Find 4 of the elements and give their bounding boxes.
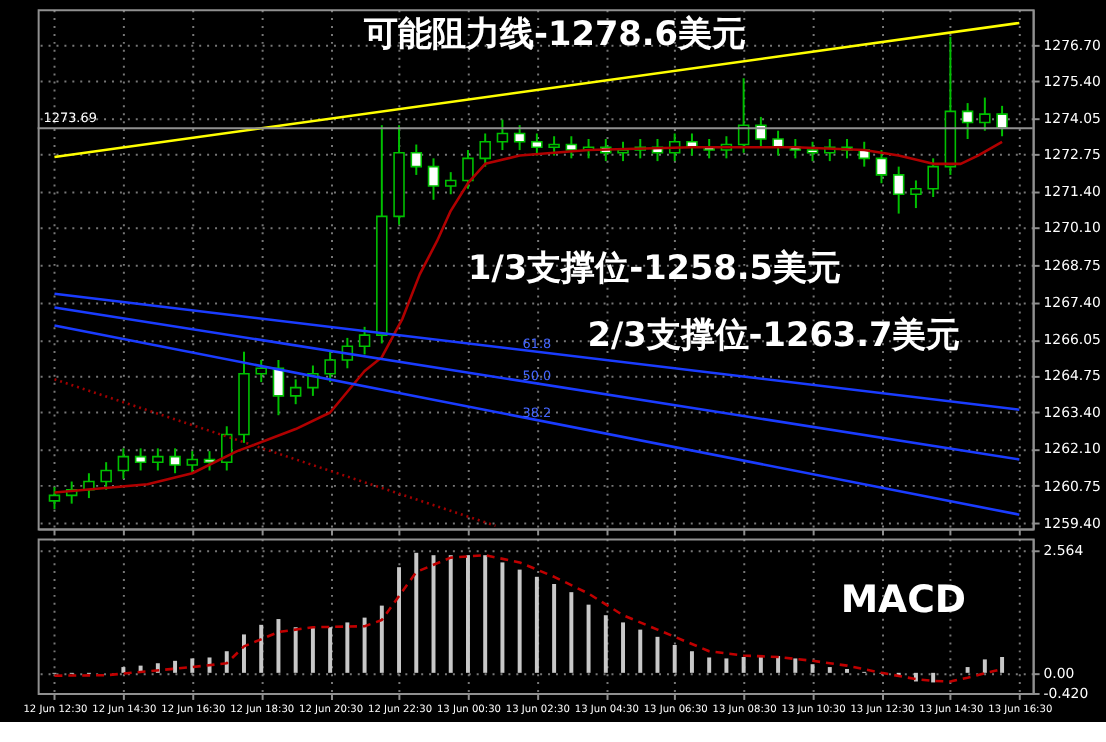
annotation: 可能阻力线-1278.6美元 bbox=[362, 13, 746, 54]
annotation: MACD bbox=[840, 580, 967, 623]
annotation: 2/3支撑位-1263.7美元 bbox=[587, 314, 961, 355]
annotation: 1/3支撑位-1258.5美元 bbox=[468, 246, 842, 287]
